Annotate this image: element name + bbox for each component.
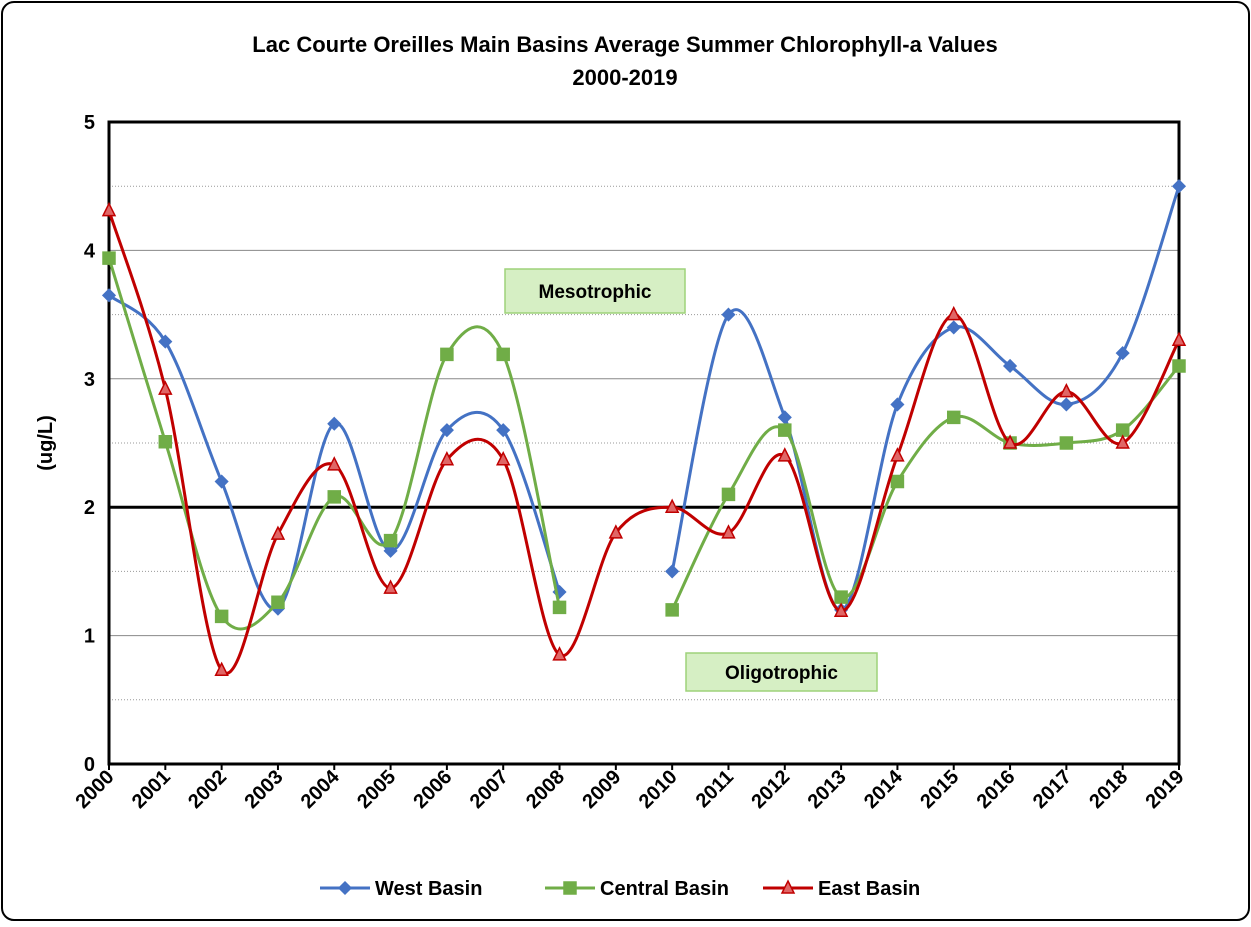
legend-marker bbox=[780, 879, 796, 894]
plot-area bbox=[107, 120, 1181, 766]
annotation: Mesotrophic bbox=[539, 282, 652, 303]
marker bbox=[946, 410, 961, 425]
marker bbox=[552, 646, 567, 661]
marker bbox=[214, 474, 229, 489]
marker bbox=[102, 251, 116, 265]
marker bbox=[1059, 382, 1074, 398]
marker bbox=[439, 451, 455, 466]
marker bbox=[1002, 434, 1018, 449]
legend-marker bbox=[563, 881, 577, 895]
chart-subtitle: 2000-2019 bbox=[572, 65, 677, 90]
y-tick-label: 2 bbox=[84, 497, 95, 519]
y-tick-label: 4 bbox=[84, 240, 96, 262]
marker bbox=[1171, 179, 1187, 194]
marker bbox=[890, 447, 905, 462]
marker bbox=[158, 380, 173, 395]
marker bbox=[777, 447, 793, 462]
marker bbox=[1171, 331, 1187, 347]
marker bbox=[946, 305, 961, 321]
marker bbox=[664, 498, 680, 513]
marker bbox=[158, 434, 173, 449]
marker bbox=[158, 334, 173, 349]
marker bbox=[327, 490, 342, 504]
marker bbox=[834, 590, 848, 604]
marker bbox=[665, 564, 680, 579]
marker bbox=[833, 602, 849, 617]
marker bbox=[327, 456, 342, 471]
marker bbox=[1059, 397, 1074, 412]
marker bbox=[440, 347, 454, 362]
marker bbox=[777, 410, 792, 425]
marker bbox=[1115, 434, 1130, 449]
marker bbox=[214, 609, 229, 624]
marker bbox=[495, 451, 511, 466]
annotation-box bbox=[685, 652, 878, 692]
marker bbox=[101, 201, 117, 217]
marker bbox=[721, 524, 736, 539]
marker bbox=[552, 600, 567, 615]
marker bbox=[383, 579, 398, 594]
legend-marker bbox=[337, 880, 353, 896]
y-tick-label: 5 bbox=[84, 112, 95, 134]
marker bbox=[214, 661, 229, 677]
marker bbox=[496, 423, 511, 438]
marker bbox=[890, 397, 905, 412]
marker bbox=[496, 347, 510, 362]
legend-label: East Basin bbox=[818, 878, 920, 900]
y-tick-label: 3 bbox=[84, 369, 95, 391]
marker bbox=[665, 603, 679, 617]
marker bbox=[1172, 359, 1186, 373]
marker bbox=[1115, 423, 1130, 437]
annotation: Oligotrophic bbox=[725, 663, 838, 684]
y-axis-label: (ug/L) bbox=[35, 415, 57, 471]
marker bbox=[721, 487, 736, 502]
marker bbox=[890, 474, 905, 489]
marker bbox=[271, 595, 285, 609]
legend-label: Central Basin bbox=[600, 878, 729, 900]
marker bbox=[1115, 346, 1130, 361]
marker bbox=[946, 320, 961, 335]
marker bbox=[383, 533, 398, 548]
series-line bbox=[670, 185, 1181, 612]
annotation-box bbox=[504, 268, 686, 314]
marker bbox=[778, 423, 792, 437]
marker bbox=[327, 416, 342, 431]
marker bbox=[270, 525, 286, 540]
marker bbox=[608, 524, 624, 539]
marker bbox=[383, 543, 398, 558]
y-tick-label: 0 bbox=[84, 754, 95, 776]
marker bbox=[1002, 358, 1018, 374]
marker bbox=[721, 307, 736, 322]
y-tick-label: 1 bbox=[84, 626, 95, 648]
chart-title: Lac Courte Oreilles Main Basins Average … bbox=[252, 32, 997, 57]
marker bbox=[439, 423, 454, 438]
legend-label: West Basin bbox=[375, 878, 482, 900]
marker bbox=[101, 288, 117, 303]
marker bbox=[1059, 436, 1074, 450]
